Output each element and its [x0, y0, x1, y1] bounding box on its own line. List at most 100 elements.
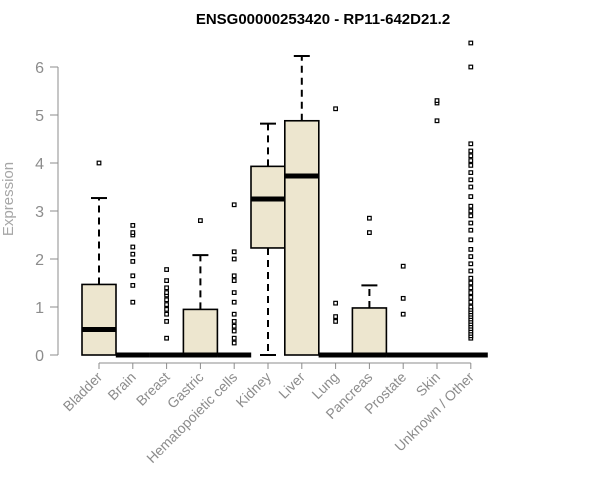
box-group	[453, 40, 488, 358]
outlier-point	[468, 290, 474, 295]
outlier-point	[130, 283, 136, 288]
outlier-point	[198, 218, 203, 224]
outlier-point	[130, 251, 136, 257]
box-group	[318, 106, 353, 358]
outlier-point	[164, 335, 170, 341]
box-group	[217, 202, 252, 358]
box-group	[182, 218, 219, 358]
box-group	[351, 215, 388, 358]
outlier-point	[468, 237, 474, 243]
outlier-point	[231, 299, 237, 305]
outlier-point	[468, 247, 474, 252]
outlier-point	[468, 177, 474, 183]
outlier-point	[164, 307, 170, 312]
outlier-point	[367, 230, 372, 236]
outlier-point	[468, 141, 474, 147]
outlier-point	[130, 244, 136, 250]
outlier-point	[468, 261, 474, 267]
outlier-point	[468, 254, 474, 260]
outlier-point	[468, 268, 474, 274]
outlier-point	[367, 215, 372, 221]
box-group	[283, 54, 320, 356]
outlier-point	[468, 203, 474, 209]
outlier-point	[468, 227, 474, 233]
y-tick-label: 1	[35, 300, 44, 317]
outlier-point	[333, 106, 338, 112]
outlier-point	[468, 275, 474, 281]
outlier-point	[434, 98, 440, 104]
outlier-point	[130, 273, 136, 279]
outlier-point	[231, 335, 237, 341]
outlier-point	[468, 220, 474, 226]
y-tick-label: 6	[35, 60, 44, 77]
outlier-point	[468, 295, 474, 300]
y-tick-label: 3	[35, 204, 44, 221]
outlier-point	[130, 230, 136, 236]
outlier-point	[468, 153, 474, 159]
y-tick-label: 5	[35, 108, 44, 125]
outlier-point	[231, 256, 237, 262]
outlier-point	[96, 160, 102, 166]
outlier-point	[468, 64, 474, 70]
chart-title: ENSG00000253420 - RP11-642D21.2	[196, 11, 450, 28]
outlier-point	[400, 295, 406, 301]
box-body	[250, 165, 286, 249]
outlier-point	[468, 148, 474, 154]
outlier-point	[231, 340, 237, 346]
outlier-point	[164, 278, 170, 283]
box-group	[250, 122, 286, 356]
outlier-point	[164, 267, 170, 272]
outlier-point	[468, 213, 474, 219]
y-tick-label: 0	[35, 348, 44, 365]
outlier-point	[333, 319, 338, 324]
outlier-point	[164, 302, 170, 307]
y-axis: 0 1 2 3 4 5 6	[35, 60, 59, 365]
box-series	[81, 40, 488, 358]
outlier-point	[468, 299, 474, 305]
outlier-point	[231, 319, 237, 324]
outlier-point	[130, 259, 136, 264]
y-axis-label: Expression	[0, 162, 17, 236]
outlier-point	[164, 319, 170, 324]
outlier-point	[468, 194, 474, 200]
outlier-point	[468, 158, 474, 164]
y-tick-label: 4	[35, 156, 44, 173]
x-tick-label: Liver	[275, 369, 308, 402]
box-group	[115, 223, 150, 358]
outlier-point	[130, 299, 136, 305]
box-body	[283, 119, 320, 356]
outlier-point	[333, 300, 338, 306]
outlier-point	[164, 297, 170, 303]
outlier-point	[400, 263, 406, 269]
outlier-point	[231, 273, 237, 279]
outlier-point	[164, 290, 170, 295]
box-group	[386, 263, 421, 358]
box-body	[351, 307, 388, 356]
outlier-point	[468, 304, 474, 310]
outlier-point	[231, 290, 237, 295]
outlier-point	[130, 223, 136, 228]
outlier-point	[231, 328, 237, 334]
outlier-point	[231, 249, 237, 255]
x-tick-label: Bladder	[60, 369, 106, 415]
box-group	[81, 160, 117, 356]
outlier-point	[400, 311, 406, 317]
box-group	[420, 98, 454, 358]
outlier-point	[468, 208, 474, 214]
box-body	[81, 283, 117, 356]
outlier-point	[164, 311, 170, 317]
box-group	[149, 267, 184, 358]
outlier-point	[231, 202, 237, 208]
outlier-point	[164, 285, 170, 291]
outlier-point	[231, 323, 237, 329]
outlier-point	[231, 278, 237, 283]
outlier-point	[333, 314, 338, 319]
box-body	[182, 308, 219, 356]
outlier-point	[468, 40, 474, 46]
x-tick-label: Kidney	[233, 369, 275, 411]
outlier-point	[468, 170, 474, 176]
outlier-point	[468, 163, 474, 168]
outlier-point	[434, 118, 440, 124]
